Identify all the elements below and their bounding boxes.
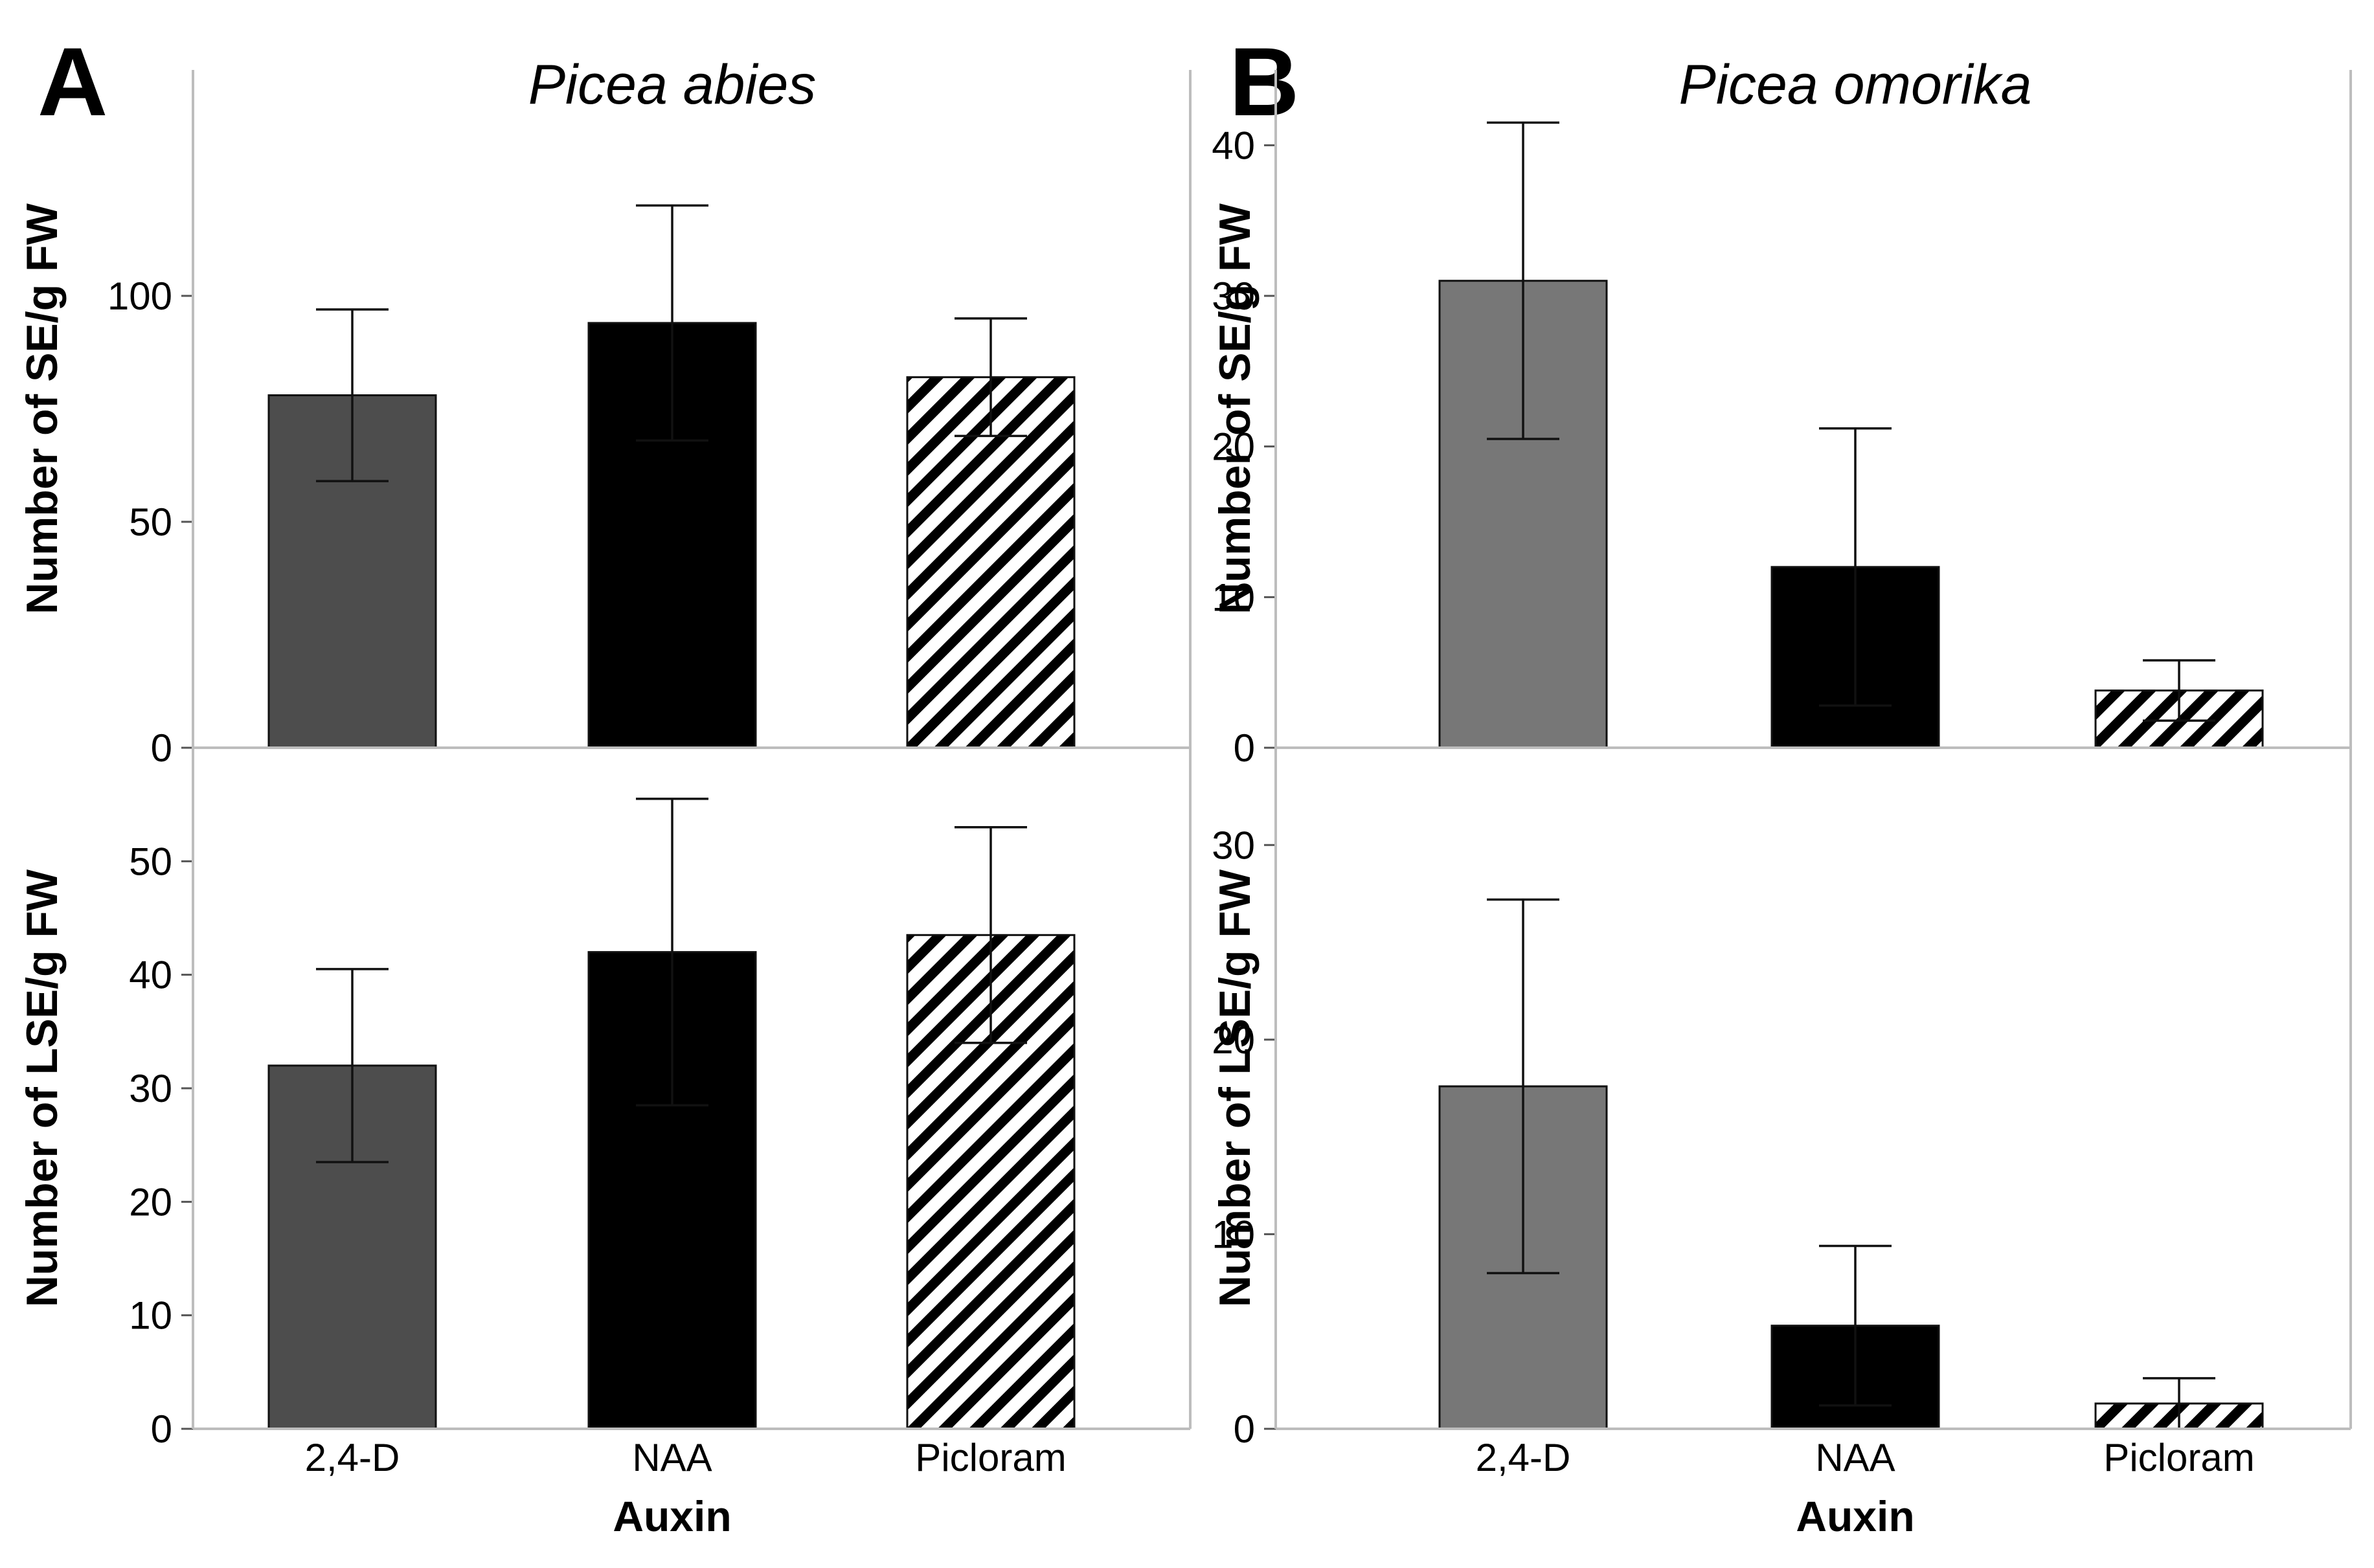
panel-a-subplot-1-error-bar-0: [316, 308, 389, 482]
panel-b-subplot-1-y-tick-label-2: 20: [1212, 425, 1255, 469]
panel-b-subplot-1: Number of SE/g FW 0 10 20 30 40: [1210, 121, 2264, 770]
panel-b-subplot-1-y-tick-label-3: 30: [1212, 274, 1255, 318]
panel-b-title: Picea omorika: [1679, 54, 2032, 116]
panel-b-subplot-2-y-tick-label-3: 30: [1212, 823, 1255, 867]
panel-a-subplot-1-error-bar-1: [636, 204, 708, 442]
panel-a-subplot-1-error-bar-2: [955, 317, 1027, 438]
panel-a-subplot-1-y-tick-label-2: 100: [107, 274, 172, 318]
panel-b-subplot-1-y-tick-label-4: 40: [1212, 124, 1255, 167]
panel-a-subplot-2-y-tick-label-1: 10: [129, 1294, 172, 1338]
panel-a-letter: A: [38, 27, 107, 136]
panel-a-category-label-0: 2,4-D: [305, 1436, 400, 1479]
panel-a-subplot-1-y-axis-label: Number of SE/g FW: [17, 203, 67, 614]
panel-a-subplot-2: Number of LSE/g FW 0 10 20 30 40 50: [17, 798, 1076, 1451]
panel-b-subplot-2-y-axis-label: Number of LSE/g FW: [1210, 869, 1260, 1307]
panel-a-title: Picea abies: [528, 54, 817, 116]
panel-b-category-label-2: Picloram: [2103, 1436, 2254, 1479]
panel-a-category-label-1: NAA: [632, 1436, 712, 1479]
panel-a-subplot-1: Number of SE/g FW 0 50 100: [17, 203, 1076, 770]
panel-b-subplot-1-error-bar-2: [2143, 659, 2215, 722]
panel-b-subplot-1-error-bar-1: [1819, 427, 1892, 707]
panel-b-subplot-2: Number of LSE/g FW 0 10 20 30: [1210, 823, 2264, 1451]
panel-b-subplot-1-y-tick-label-0: 0: [1234, 726, 1255, 770]
panel-b-subplot-2-error-bar-0: [1487, 898, 1559, 1275]
panel-a-subplot-1-y-tick-label-0: 0: [151, 726, 172, 770]
panel-b-x-axis-label: Auxin: [1796, 1492, 1914, 1540]
panel-b-axes: Number of SE/g FW 0 10 20 30 40 Number of LSE/…: [1210, 70, 2352, 1479]
panel-b-category-label-1: NAA: [1815, 1436, 1895, 1479]
panel-a-subplot-2-y-tick-label-0: 0: [151, 1407, 172, 1451]
panel-a: A Picea abies Number of SE/g FW050100Num…: [17, 27, 1192, 1540]
panel-b-subplot-1-y-axis-label: Number of SE/g FW: [1210, 203, 1260, 614]
panel-a-category-label-2: Picloram: [915, 1436, 1066, 1479]
panel-a-x-axis-label: Auxin: [613, 1492, 731, 1540]
panel-b-subplot-2-error-bar-1: [1819, 1244, 1892, 1407]
panel-b-subplot-2-y-tick-label-0: 0: [1234, 1407, 1255, 1451]
panel-a-subplot-2-error-bar-1: [636, 798, 708, 1107]
panel-a-subplot-2-y-tick-label-5: 50: [129, 840, 172, 883]
panel-b-subplot-2-y-tick-label-1: 10: [1212, 1213, 1255, 1256]
panel-a-subplot-2-error-bar-2: [955, 825, 1027, 1044]
panel-a-subplot-1-y-tick-label-1: 50: [129, 500, 172, 544]
panel-b-category-label-0: 2,4-D: [1476, 1436, 1571, 1479]
panel-b-subplot-1-error-bar-0: [1487, 121, 1559, 440]
panel-b-subplot-1-y-tick-label-1: 10: [1212, 576, 1255, 619]
panel-b: B Picea omorika Number of SE/g FW 0 10 20 30…: [1210, 27, 2352, 1540]
panel-b-subplot-2-y-tick-label-2: 20: [1212, 1018, 1255, 1062]
panel-a-subplot-2-error-bar-0: [316, 968, 389, 1163]
panel-a-subplot-2-y-tick-label-2: 20: [129, 1180, 172, 1224]
panel-a-subplot-2-y-tick-label-4: 40: [129, 954, 172, 997]
panel-a-subplot-2-y-axis-label: Number of LSE/g FW: [17, 869, 67, 1307]
panel-a-subplot-2-y-tick-label-3: 30: [129, 1067, 172, 1110]
panel-b-letter: B: [1229, 27, 1299, 136]
